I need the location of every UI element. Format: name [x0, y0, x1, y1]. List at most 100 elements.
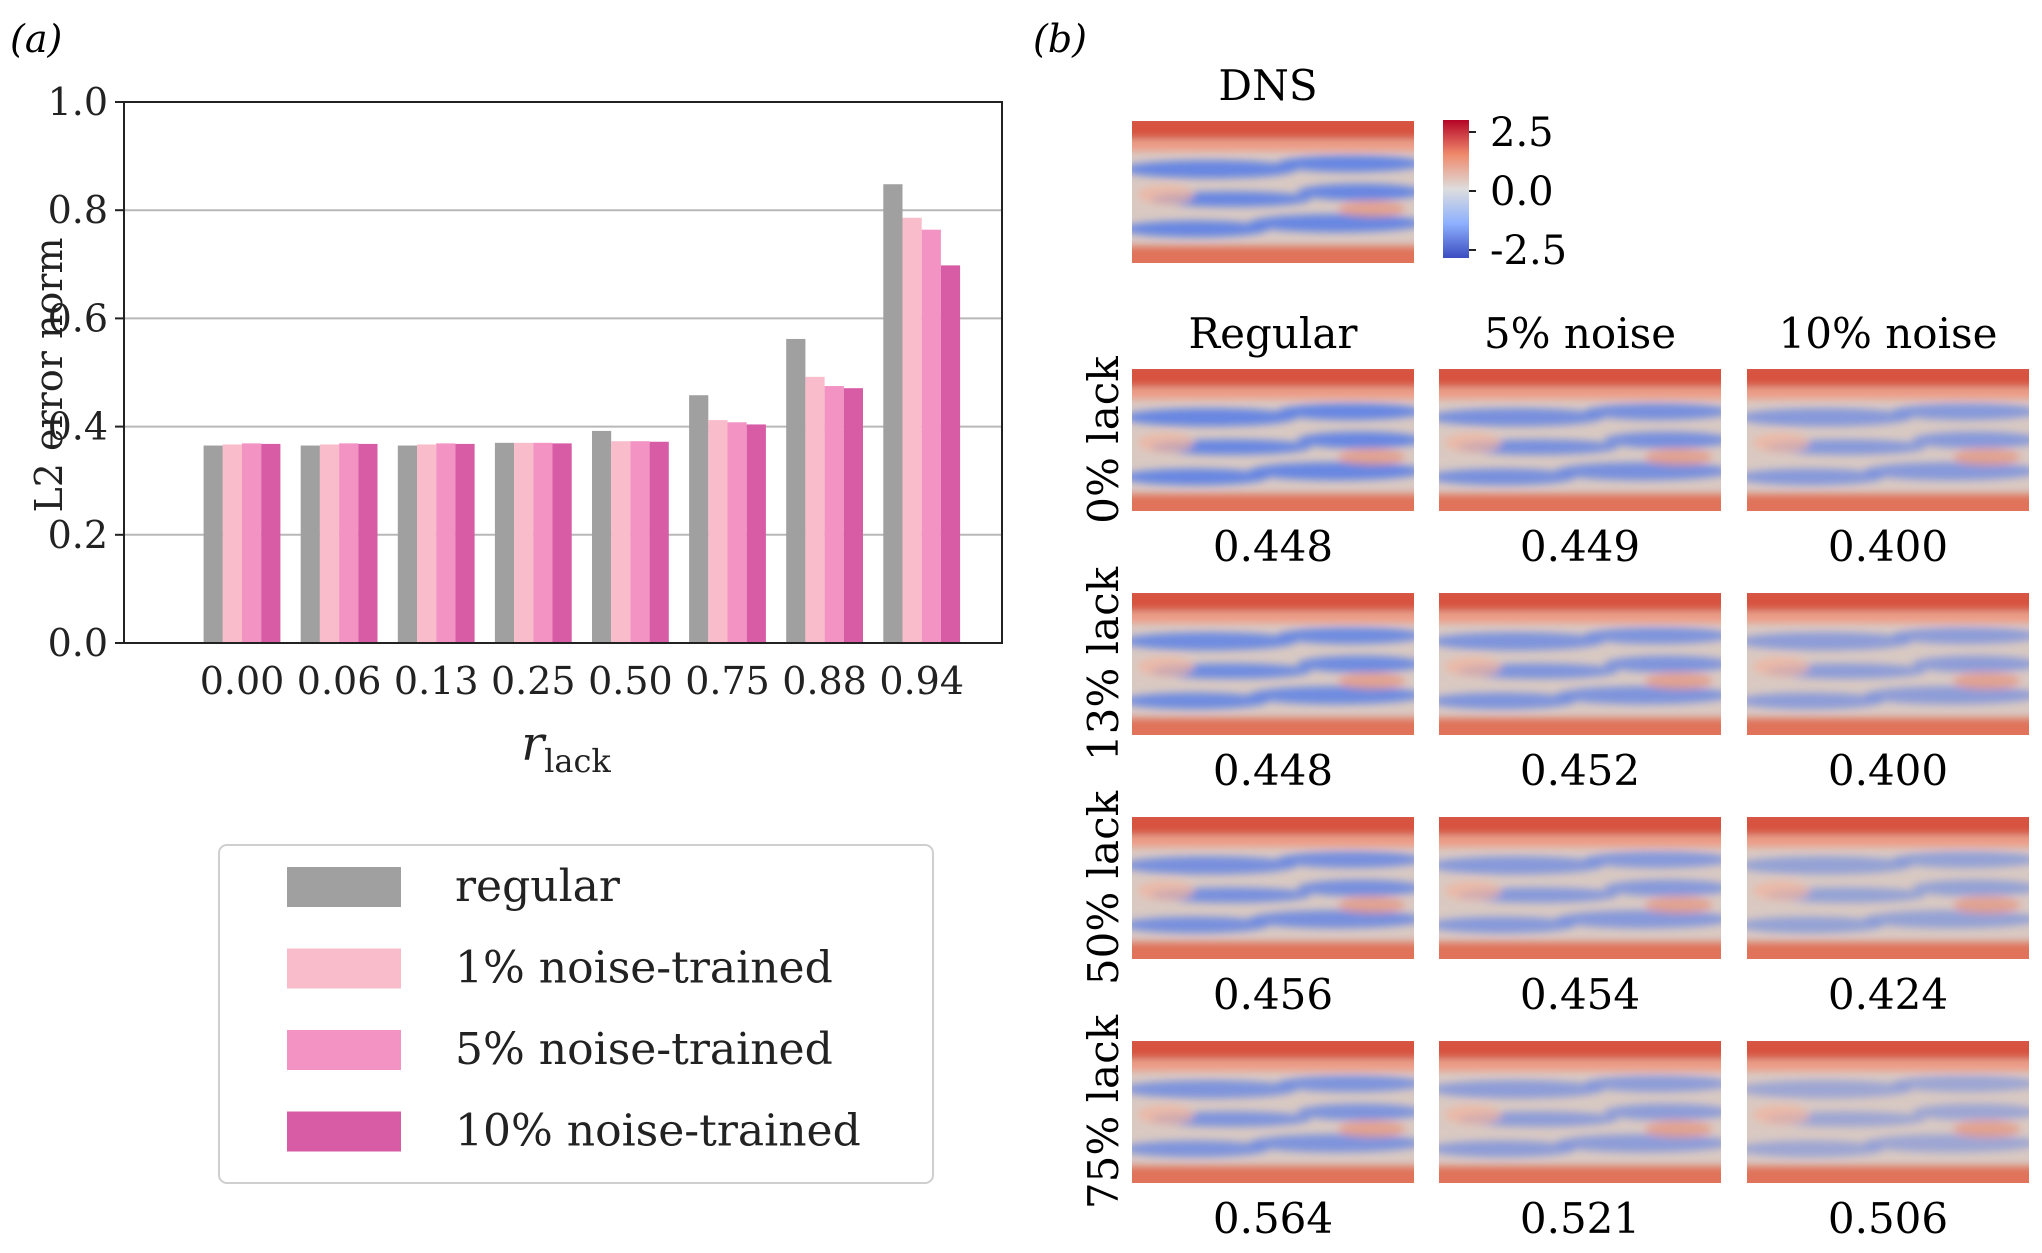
bar-regular-0.75 [689, 395, 709, 643]
row-label: 13% lack [1079, 566, 1128, 761]
bar-regular-0.25 [494, 442, 515, 643]
bar-1-noise-trained-0.00 [222, 444, 242, 643]
bar-1-noise-trained-0.75 [708, 420, 728, 643]
bar-5-noise-trained-0.00 [242, 443, 262, 643]
field-image-r2-c1 [1439, 817, 1721, 959]
error-value: 0.448 [1213, 522, 1333, 571]
plot-frame [123, 101, 1003, 644]
error-value: 0.448 [1213, 746, 1333, 795]
column-header: 5% noise [1484, 309, 1676, 358]
error-value: 0.449 [1520, 522, 1640, 571]
bar-1-noise-trained-0.94 [902, 217, 922, 644]
bar-1-noise-trained-0.13 [417, 444, 437, 643]
field-image-r3-c0 [1132, 1041, 1414, 1183]
legend-swatch [287, 1111, 401, 1152]
y-tick-label: 0.6 [48, 296, 108, 340]
bar-5-noise-trained-0.13 [436, 443, 456, 643]
bar-5-noise-trained-0.75 [727, 422, 747, 643]
error-value: 0.454 [1520, 970, 1640, 1019]
field-image-r2-c0 [1132, 817, 1414, 959]
bar-regular-0.00 [203, 445, 223, 643]
bar-regular-0.88 [786, 338, 806, 643]
y-tick-label: 0.4 [48, 405, 108, 449]
field-image-r3-c1 [1439, 1041, 1721, 1183]
x-axis-label: rlack [521, 716, 611, 780]
error-value: 0.400 [1828, 522, 1948, 571]
field-image-r1-c1 [1439, 593, 1721, 735]
row-label: 75% lack [1079, 1014, 1128, 1209]
field-image-r0-c0 [1132, 369, 1414, 511]
row-label: 50% lack [1079, 790, 1128, 985]
x-tick-label: 0.94 [879, 659, 964, 703]
colorbar-tick-label: -2.5 [1490, 228, 1567, 274]
error-value: 0.564 [1213, 1194, 1333, 1243]
bars [203, 184, 961, 644]
bar-regular-0.13 [397, 445, 417, 643]
bar-5-noise-trained-0.06 [339, 443, 359, 643]
row-label: 0% lack [1079, 356, 1128, 524]
bar-10-noise-trained-0.25 [552, 443, 572, 643]
dns-field-image [1132, 121, 1414, 263]
field-image-r1-c0 [1132, 593, 1414, 735]
bar-1-noise-trained-0.50 [611, 441, 631, 643]
bar-1-noise-trained-0.06 [319, 444, 340, 643]
bar-10-noise-trained-0.88 [843, 388, 863, 643]
legend-label: 1% noise-trained [455, 943, 833, 994]
error-value: 0.521 [1520, 1194, 1640, 1243]
legend-swatch [287, 1030, 401, 1070]
field-grid: 0% lack 0.448 0.449 0.400 13% lack 0.448 0.452… [1079, 356, 2029, 1243]
bar-5-noise-trained-0.88 [824, 386, 844, 643]
x-tick-label: 0.06 [297, 659, 382, 703]
error-value: 0.452 [1520, 746, 1640, 795]
bar-1-noise-trained-0.88 [805, 376, 825, 643]
legend: regular 1% noise-trained 5% noise-trained 1… [218, 844, 934, 1184]
y-tick-label: 0.8 [48, 188, 108, 232]
x-tick-label: 0.00 [200, 659, 285, 703]
bar-10-noise-trained-0.75 [746, 424, 766, 643]
error-value: 0.456 [1213, 970, 1333, 1019]
bar-10-noise-trained-0.00 [261, 443, 281, 643]
x-axis-ticks: 0.00 0.06 0.13 0.25 0.50 0.75 0.88 0.94 [200, 659, 964, 703]
colorbar [1443, 120, 1469, 258]
bar-regular-0.50 [592, 430, 612, 643]
error-value: 0.424 [1828, 970, 1948, 1019]
legend-label: 10% noise-trained [455, 1106, 861, 1157]
colorbar-tick-label: 0.0 [1490, 169, 1554, 215]
error-value: 0.506 [1828, 1194, 1948, 1243]
x-tick-label: 0.25 [491, 659, 576, 703]
bar-10-noise-trained-0.94 [940, 265, 961, 643]
y-tick-label: 0.0 [48, 621, 108, 665]
legend-label: regular [455, 861, 621, 912]
field-image-r0-c1 [1439, 369, 1721, 511]
bar-chart: 0.00.20.40.60.81.0 0.00 0.06 0.13 0.25 0.50 0… [27, 80, 1003, 780]
error-value: 0.400 [1828, 746, 1948, 795]
x-tick-label: 0.13 [394, 659, 479, 703]
field-image-r2-c2 [1747, 817, 2029, 959]
bar-10-noise-trained-0.06 [358, 443, 378, 643]
bar-5-noise-trained-0.25 [533, 442, 553, 643]
bar-5-noise-trained-0.50 [630, 441, 650, 643]
x-tick-label: 0.50 [588, 659, 673, 703]
field-image-r3-c2 [1747, 1041, 2029, 1183]
y-axis-label: L2 error norm [27, 238, 71, 513]
bar-5-noise-trained-0.94 [921, 229, 941, 643]
legend-label: 5% noise-trained [455, 1024, 833, 1075]
column-header: Regular [1189, 309, 1359, 358]
legend-swatch [287, 867, 401, 907]
x-tick-label: 0.75 [685, 659, 770, 703]
y-axis-ticks: 0.0 0.2 0.4 0.6 0.8 1.0 [48, 80, 124, 665]
panel-b-label: (b) [1033, 17, 1087, 61]
field-image-r0-c2 [1747, 369, 2029, 511]
column-headers: Regular 5% noise 10% noise [1189, 309, 1998, 358]
legend-frame [218, 844, 934, 1184]
bar-10-noise-trained-0.13 [455, 443, 475, 643]
field-image-r1-c2 [1747, 593, 2029, 735]
bar-regular-0.06 [300, 445, 320, 643]
dns-field [1132, 121, 1414, 263]
bar-regular-0.94 [883, 184, 903, 643]
x-tick-label: 0.88 [782, 659, 867, 703]
bar-10-noise-trained-0.50 [649, 441, 669, 643]
y-tick-label: 1.0 [48, 80, 108, 124]
y-tick-label: 0.2 [48, 513, 108, 557]
colorbar-ticks: 2.5 0.0 -2.5 [1469, 110, 1567, 274]
